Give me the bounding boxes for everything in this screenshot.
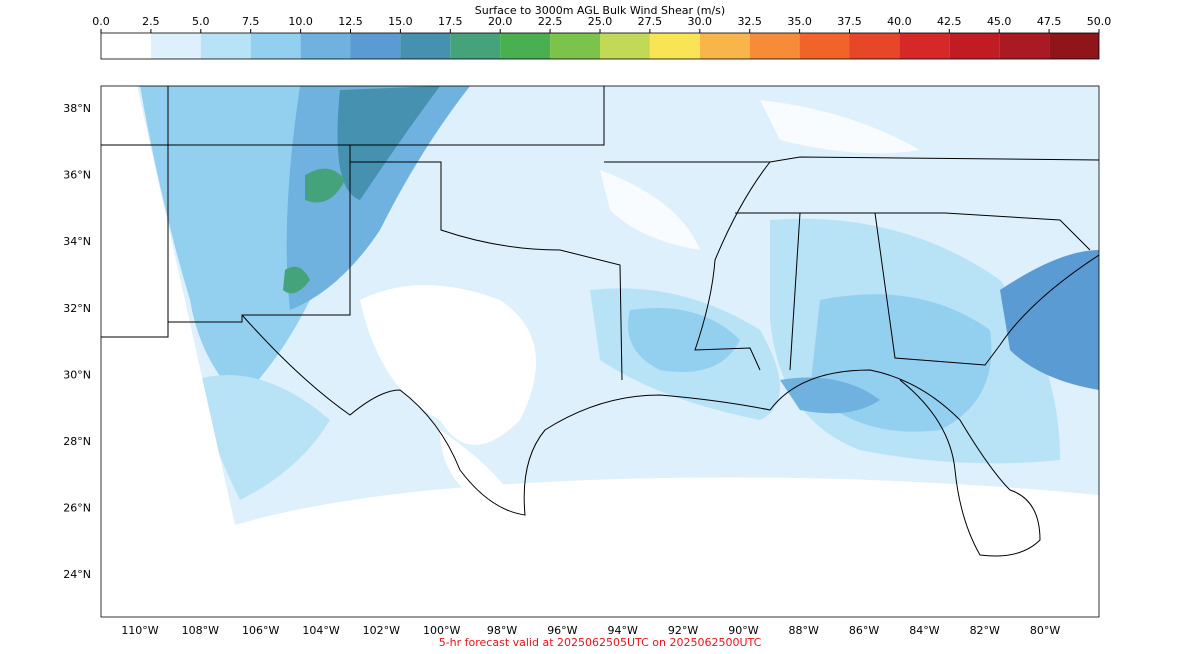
- field-low: [600, 170, 700, 250]
- field-low: [360, 285, 536, 445]
- field-high: [780, 377, 880, 414]
- colorbar-bin: [1049, 33, 1099, 59]
- colorbar-tick-label: 2.5: [142, 15, 160, 28]
- field-mid: [195, 375, 330, 500]
- field-high: [337, 86, 440, 200]
- map: 38°N 36°N 34°N 32°N 30°N 28°N 26°N 24°N 110°W 108…: [63, 85, 1100, 637]
- colorbar-tick-label: 45.0: [987, 15, 1012, 28]
- lon-label: 96°W: [547, 624, 577, 637]
- lon-label: 90°W: [728, 624, 758, 637]
- colorbar-tick-label: 30.0: [688, 15, 713, 28]
- colorbar-tick-label: 15.0: [388, 15, 413, 28]
- colorbar-bin: [150, 33, 201, 59]
- colorbar-bin: [300, 33, 351, 59]
- lon-label: 92°W: [668, 624, 698, 637]
- colorbar-tick-label: 7.5: [242, 15, 260, 28]
- colorbar-tick-label: 0.0: [92, 15, 110, 28]
- lat-label: 28°N: [63, 435, 91, 448]
- outside: [101, 86, 235, 617]
- colorbar-tick-label: 37.5: [837, 15, 862, 28]
- field-high: [283, 266, 310, 294]
- colorbar-bin: [749, 33, 800, 59]
- colorbar-bin: [200, 33, 251, 59]
- lon-label: 84°W: [909, 624, 939, 637]
- colorbar-bin: [799, 33, 850, 59]
- colorbar-bin: [500, 33, 551, 59]
- lon-label: 80°W: [1030, 624, 1060, 637]
- colorbar-tick-label: 47.5: [1037, 15, 1062, 28]
- field-low: [760, 100, 920, 154]
- colorbar-bin: [450, 33, 501, 59]
- lat-label: 26°N: [63, 502, 91, 515]
- footer: 5-hr forecast valid at 2025062505UTC on …: [439, 636, 762, 649]
- colorbar-tick-label: 25.0: [588, 15, 613, 28]
- lon-label: 100°W: [423, 624, 460, 637]
- colorbar-tick-label: 22.5: [538, 15, 563, 28]
- lon-label: 108°W: [182, 624, 219, 637]
- colorbar-tick-label: 20.0: [488, 15, 513, 28]
- colorbar-tick-label: 42.5: [937, 15, 962, 28]
- borders: [101, 86, 1099, 557]
- graticule-labels: 38°N 36°N 34°N 32°N 30°N 28°N 26°N 24°N 110°W 108…: [63, 102, 1060, 637]
- colorbar-tick-label: 12.5: [338, 15, 363, 28]
- colorbar: 0.0 2.5 5.0 7.5 10.0 12.5 15.0 17.5 20.0 22.5 25.0…: [92, 15, 1112, 60]
- colorbar-tick-label: 40.0: [887, 15, 912, 28]
- colorbar-title: Surface to 3000m AGL Bulk Wind Shear (m/…: [475, 4, 725, 17]
- colorbar-bin: [600, 33, 650, 59]
- field-high: [305, 168, 345, 203]
- lat-label: 36°N: [63, 169, 91, 182]
- colorbar-tick-label: 5.0: [192, 15, 210, 28]
- colorbar-tick-label: 35.0: [787, 15, 812, 28]
- lat-label: 30°N: [63, 368, 91, 381]
- lon-label: 98°W: [487, 624, 517, 637]
- lon-label: 102°W: [363, 624, 400, 637]
- colorbar-bin: [250, 33, 301, 59]
- field-high: [286, 86, 470, 310]
- lon-label: 110°W: [121, 624, 158, 637]
- colorbar-bin: [999, 33, 1050, 59]
- lon-label: 82°W: [970, 624, 1000, 637]
- lat-label: 32°N: [63, 302, 91, 315]
- colorbar-bin: [699, 33, 750, 59]
- colorbar-bin: [101, 33, 151, 59]
- map-frame: [100, 85, 1100, 618]
- lon-label: 94°W: [608, 624, 638, 637]
- colorbar-bin: [649, 33, 700, 59]
- lon-label: 106°W: [242, 624, 279, 637]
- colorbar-tick-label: 10.0: [288, 15, 313, 28]
- lon-label: 86°W: [849, 624, 879, 637]
- colorbar-bin: [400, 33, 451, 59]
- field-mid: [628, 308, 740, 372]
- colorbar-bin: [849, 33, 900, 59]
- colorbar-tick-label: 32.5: [737, 15, 762, 28]
- colorbar-tick-label: 17.5: [438, 15, 463, 28]
- colorbar-tick-label: 27.5: [638, 15, 663, 28]
- colorbar-tick-label: 50.0: [1087, 15, 1112, 28]
- colorbar-bin: [550, 33, 600, 59]
- lat-label: 24°N: [63, 568, 91, 581]
- colorbar-bin: [949, 33, 1000, 59]
- colorbar-bin: [350, 33, 401, 59]
- lat-label: 34°N: [63, 235, 91, 248]
- colorbar-bin: [899, 33, 950, 59]
- lon-label: 104°W: [302, 624, 339, 637]
- lon-label: 88°W: [789, 624, 819, 637]
- lat-label: 38°N: [63, 102, 91, 115]
- field-high: [1000, 250, 1099, 390]
- field-low: [440, 430, 520, 510]
